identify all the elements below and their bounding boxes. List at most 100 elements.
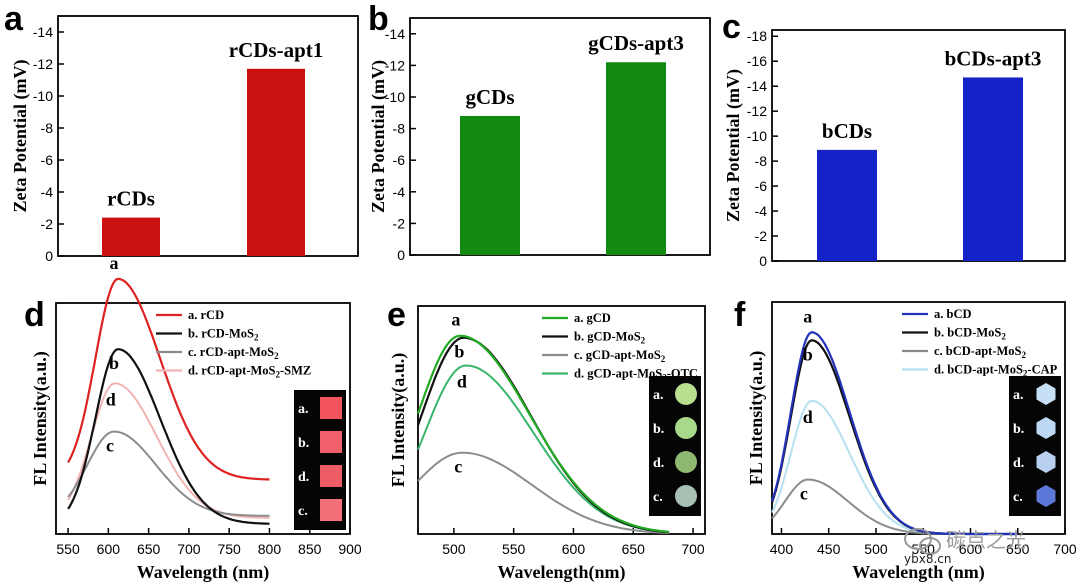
- inset-label: b.: [653, 422, 664, 437]
- series-line-a: [67, 277, 270, 481]
- watermark-url: ybx8.cn: [904, 552, 951, 566]
- legend-entry-c: c. bCD-apt-MoS2: [934, 344, 1027, 360]
- y-tick-label: -12: [747, 103, 767, 119]
- inset-sample: [320, 431, 342, 453]
- bar-label-rCDs: rCDs: [107, 187, 155, 211]
- curve-label-b: b: [803, 344, 813, 364]
- series-line-c: [771, 478, 1018, 535]
- y-axis-title: Zeta Potential (mV): [368, 60, 389, 213]
- legend-entry-c: c. gCD-apt-MoS2: [574, 348, 666, 364]
- x-tick-label: 400: [770, 541, 794, 557]
- curve-label-a: a: [451, 310, 460, 330]
- y-tick-label: -4: [393, 184, 406, 200]
- legend-entry-a: a. rCD: [188, 308, 224, 322]
- curve-label-d: d: [803, 407, 813, 427]
- curve-label-b: b: [454, 342, 464, 362]
- bar-gCDs: [460, 115, 520, 256]
- series-line-a: [770, 331, 1018, 536]
- inset-sample: [1036, 451, 1056, 473]
- x-tick-label: 650: [622, 541, 646, 557]
- series-line-d: [67, 382, 270, 519]
- x-tick-label: 650: [1006, 541, 1030, 557]
- legend-entry-d: d. bCD-apt-MoS2-CAP: [934, 363, 1058, 379]
- y-tick-label: -16: [747, 53, 767, 69]
- y-tick-label: -12: [33, 56, 53, 72]
- y-axis-title: Zeta Potential (mV): [723, 69, 744, 222]
- legend-entry-b: b. gCD-MoS2: [574, 330, 646, 346]
- curve-label-c: c: [800, 484, 808, 504]
- plot-frame: [57, 15, 359, 257]
- y-tick-label: -2: [393, 215, 406, 231]
- y-axis-title: FL Intensity(a.u.): [746, 351, 767, 486]
- plot-frame: [771, 29, 1066, 262]
- panel-letter: d: [24, 296, 45, 334]
- y-tick-label: -14: [747, 78, 767, 94]
- bar-rCDs-apt1: [247, 68, 305, 256]
- y-tick-label: -14: [385, 26, 405, 42]
- inset-label: a.: [653, 388, 664, 403]
- x-tick-label: 850: [298, 541, 322, 557]
- inset-label: d.: [298, 470, 309, 485]
- legend-entry-a: a. bCD: [934, 307, 972, 321]
- curve-label-c: c: [106, 436, 114, 456]
- x-tick-label: 600: [959, 541, 983, 557]
- inset-label: d.: [1013, 456, 1024, 471]
- panel-letter: c: [722, 8, 741, 46]
- y-tick-label: 0: [45, 248, 53, 264]
- inset-label: b.: [1013, 422, 1024, 437]
- inset-label: a.: [298, 402, 309, 417]
- curve-label-a: a: [110, 253, 119, 273]
- legend-entry-b: b. bCD-MoS2: [934, 326, 1006, 342]
- x-tick-label: 500: [442, 541, 466, 557]
- plot-frame: [417, 305, 706, 535]
- y-tick-label: -8: [393, 121, 406, 137]
- inset-sample: [675, 451, 697, 473]
- inset-sample: [675, 417, 697, 439]
- inset-sample: [675, 485, 697, 507]
- bar-gCDs-apt3: [606, 62, 666, 255]
- inset-sample: [320, 465, 342, 487]
- curve-label-b: b: [109, 353, 119, 373]
- bar-label-gCDs: gCDs: [465, 85, 514, 109]
- x-tick-label: 450: [817, 541, 841, 557]
- plot-frame: [55, 302, 351, 535]
- watermark-text: 碳点之光: [946, 528, 1026, 552]
- y-tick-label: -10: [747, 128, 767, 144]
- y-axis-title: FL Intensity(a.u.): [30, 351, 51, 486]
- inset-label: b.: [298, 436, 309, 451]
- inset-sample: [675, 383, 697, 405]
- bar-label-gCDs-apt3: gCDs-apt3: [588, 31, 684, 55]
- panel-letter: f: [734, 296, 746, 334]
- inset-label: a.: [1013, 388, 1024, 403]
- series-line-b: [67, 348, 270, 525]
- inset-label: d.: [653, 456, 664, 471]
- inset-sample: [320, 397, 342, 419]
- y-tick-label: -4: [755, 203, 768, 219]
- bar-bCDs: [817, 149, 877, 261]
- inset-sample: [1036, 417, 1056, 439]
- y-tick-label: 0: [759, 253, 767, 269]
- bar-rCDs: [102, 217, 160, 256]
- y-tick-label: -10: [33, 88, 53, 104]
- x-tick-label: 500: [864, 541, 888, 557]
- plot-frame: [771, 301, 1066, 535]
- panel-letter: b: [368, 0, 389, 38]
- x-axis-title: Wavelength(nm): [498, 562, 626, 583]
- y-tick-label: -10: [385, 89, 405, 105]
- y-axis-title: FL Intensity(a.u.): [388, 353, 409, 488]
- x-tick-label: 550: [502, 541, 526, 557]
- chart-panel-c: c 0 -2 -4 -6 -8 -10 -12 -14 -16 -18 Zeta Potential …: [722, 8, 1066, 269]
- y-tick-label: -2: [755, 228, 768, 244]
- x-axis-title: Wavelength (nm): [852, 562, 985, 583]
- legend-entry-c: c. rCD-apt-MoS2: [188, 345, 279, 361]
- y-tick-label: 0: [397, 247, 405, 263]
- y-tick-label: -8: [41, 120, 54, 136]
- legend-entry-b: b. rCD-MoS2: [188, 327, 259, 343]
- bar-label-bCDs: bCDs: [822, 119, 872, 143]
- inset-sample: [320, 499, 342, 521]
- inset-label: c.: [1013, 490, 1023, 505]
